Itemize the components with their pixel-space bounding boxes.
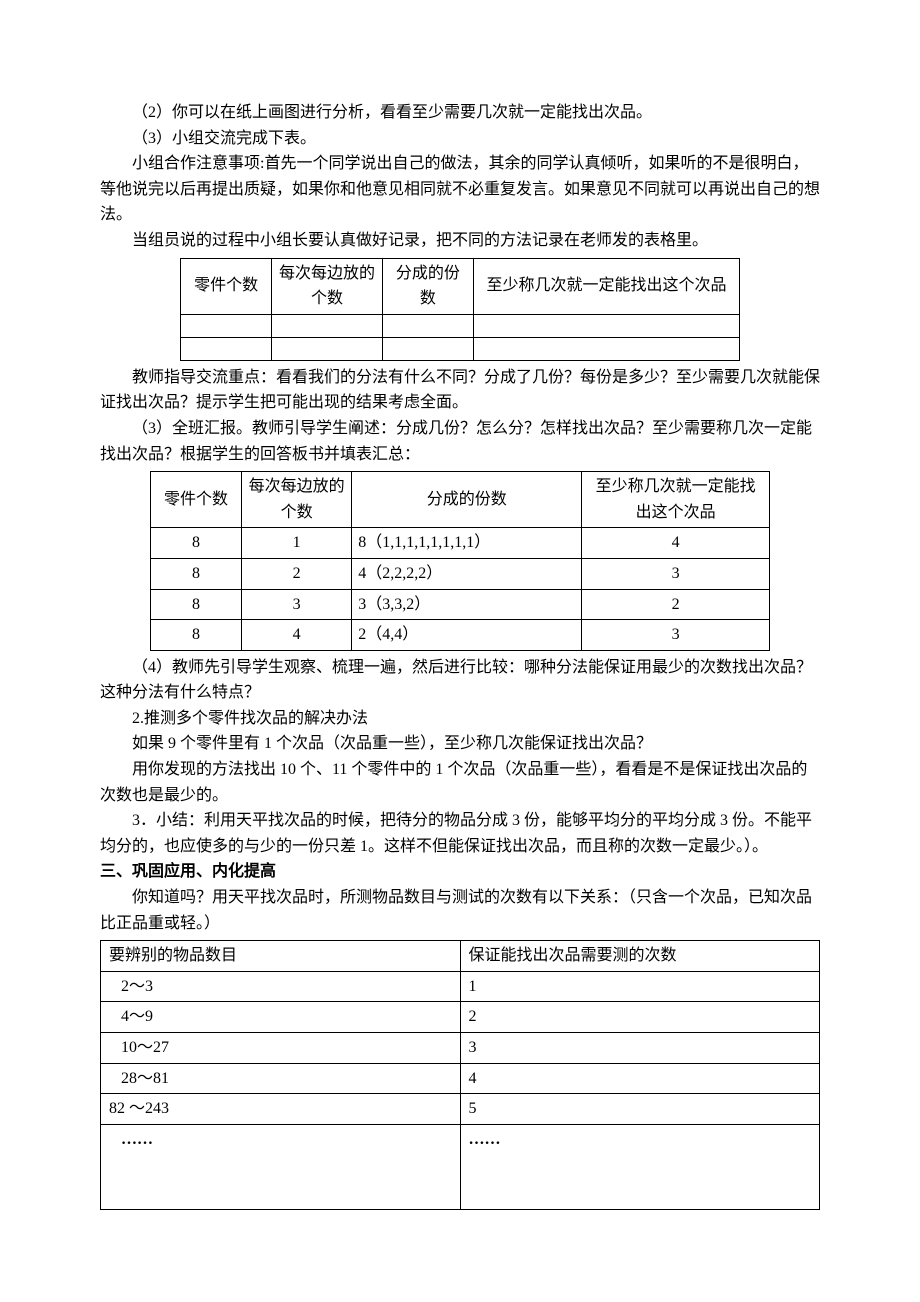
paragraph-record: 当组员说的过程中小组长要认真做好记录，把不同的方法记录在老师发的表格里。 [100,228,820,254]
t2-r1-c3: 8（1,1,1,1,1,1,1,1） [352,528,582,559]
t3-r1-c2: 1 [460,971,820,1002]
paragraph-2: （2）你可以在纸上画图进行分析，看看至少需要几次就一定能找出次品。 [100,100,820,126]
t2-h4: 至少称几次就一定能找出这个次品 [582,472,770,528]
table-blank: 零件个数 每次每边放的个数 分成的份数 至少称几次就一定能找出这个次品 [180,258,740,361]
t3-r2-c1: 4～9 [101,1002,461,1033]
t2-r4-c1: 8 [151,620,242,651]
t2-r3-c3: 3（3,3,2） [352,589,582,620]
t3-row-3: 10～27 3 [101,1033,820,1064]
t2-row-3: 8 3 3（3,3,2） 2 [151,589,770,620]
t2-r3-c1: 8 [151,589,242,620]
paragraph-teacher-guide: 教师指导交流重点：看看我们的分法有什么不同？分成了几份？每份是多少？至少需要几次… [100,365,820,416]
t3-h1: 要辨别的物品数目 [101,941,461,972]
t3-r5-c2: 5 [460,1094,820,1125]
t3-r4-c2: 4 [460,1063,820,1094]
t3-r6-c1: …… [101,1124,461,1209]
t3-row-6: …… …… [101,1124,820,1209]
t1-h2: 每次每边放的个数 [272,258,383,314]
paragraph-observe: （4）教师先引导学生观察、梳理一遍，然后进行比较：哪种分法能保证用最少的次数找出… [100,655,820,706]
paragraph-sub2: 2.推测多个零件找次品的解决办法 [100,706,820,732]
paragraph-9parts: 如果 9 个零件里有 1 个次品（次品重一些），至少称几次能保证找出次品？ [100,731,820,757]
t2-h3: 分成的份数 [352,472,582,528]
coop-note-text: 小组合作注意事项:首先一个同学说出自己的做法，其余的同学认真倾听，如果听的不是很… [100,155,820,223]
paragraph-coop-note: 小组合作注意事项:首先一个同学说出自己的做法，其余的同学认真倾听，如果听的不是很… [100,151,820,228]
table-relation: 要辨别的物品数目 保证能找出次品需要测的次数 2～3 1 4～9 2 10～27… [100,940,820,1210]
t2-r2-c1: 8 [151,558,242,589]
t2-r4-c2: 4 [241,620,351,651]
t3-r3-c2: 3 [460,1033,820,1064]
t3-r3-c1: 10～27 [101,1033,461,1064]
t1-h1: 零件个数 [181,258,272,314]
t1-row-empty-2 [181,337,740,360]
heading-3: 三、巩固应用、内化提高 [100,859,820,885]
paragraph-10-11: 用你发现的方法找出 10 个、11 个零件中的 1 个次品（次品重一些），看看是… [100,757,820,808]
t3-row-4: 28～81 4 [101,1063,820,1094]
t2-row-1: 8 1 8（1,1,1,1,1,1,1,1） 4 [151,528,770,559]
t2-r4-c3: 2（4,4） [352,620,582,651]
t2-h1: 零件个数 [151,472,242,528]
t3-r6-c2: …… [460,1124,820,1209]
t3-r2-c2: 2 [460,1002,820,1033]
t2-r1-c1: 8 [151,528,242,559]
t3-r5-c1: 82 ～243 [101,1094,461,1125]
t2-row-2: 8 2 4（2,2,2,2） 3 [151,558,770,589]
t2-r3-c4: 2 [582,589,770,620]
t2-r3-c2: 3 [241,589,351,620]
t1-row-empty-1 [181,314,740,337]
t3-r1-c1: 2～3 [101,971,461,1002]
paragraph-summary: 3．小结：利用天平找次品的时候，把待分的物品分成 3 份，能够平均分的平均分成 … [100,808,820,859]
table-results: 零件个数 每次每边放的个数 分成的份数 至少称几次就一定能找出这个次品 8 1 … [150,471,770,651]
t1-h3: 分成的份数 [382,258,473,314]
t2-r4-c4: 3 [582,620,770,651]
paragraph-3: （3）小组交流完成下表。 [100,126,820,152]
t2-r2-c3: 4（2,2,2,2） [352,558,582,589]
t3-r4-c1: 28～81 [101,1063,461,1094]
t2-row-4: 8 4 2（4,4） 3 [151,620,770,651]
t2-h2: 每次每边放的个数 [241,472,351,528]
t2-r1-c4: 4 [582,528,770,559]
t3-row-2: 4～9 2 [101,1002,820,1033]
t3-row-5: 82 ～243 5 [101,1094,820,1125]
t1-h4: 至少称几次就一定能找出这个次品 [473,258,739,314]
t2-r2-c2: 2 [241,558,351,589]
t2-r2-c4: 3 [582,558,770,589]
t3-h2: 保证能找出次品需要测的次数 [460,941,820,972]
t2-r1-c2: 1 [241,528,351,559]
paragraph-class-report: （3）全班汇报。教师引导学生阐述：分成几份？怎么分？怎样找出次品？至少需要称几次… [100,416,820,467]
t3-row-1: 2～3 1 [101,971,820,1002]
paragraph-know: 你知道吗？用天平找次品时，所测物品数目与测试的次数有以下关系：（只含一个次品，已… [100,885,820,936]
